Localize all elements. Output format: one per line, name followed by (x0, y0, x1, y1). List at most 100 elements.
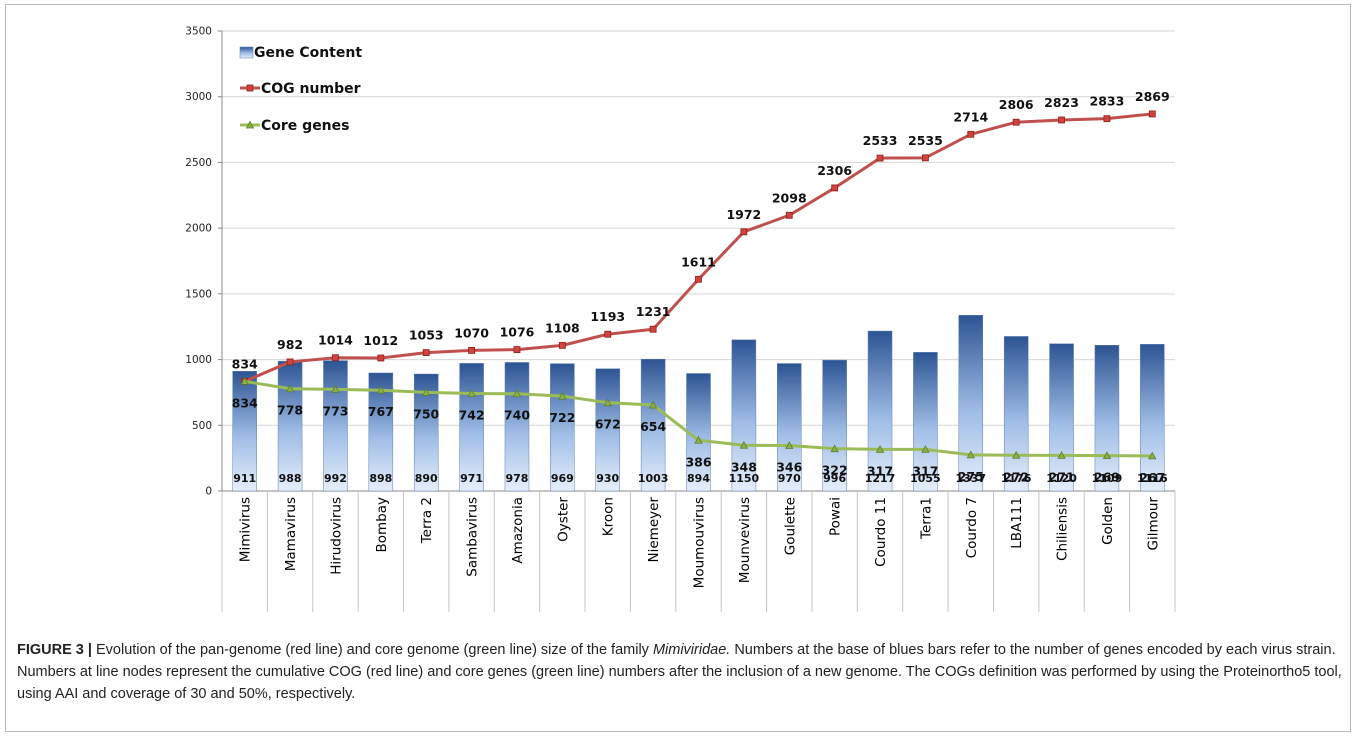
cog-value-label: 2535 (908, 133, 943, 148)
core-value-label: 654 (640, 419, 666, 434)
y-tick-label: 0 (205, 486, 212, 498)
cog-point (1103, 115, 1111, 123)
bar-value-label: 930 (596, 472, 619, 485)
cog-value-label: 2714 (953, 109, 988, 124)
core-point (875, 444, 885, 453)
legend-cog-marker (246, 84, 254, 92)
core-value-label: 317 (912, 463, 938, 478)
bar (731, 339, 757, 492)
core-point (331, 385, 340, 393)
cog-point (831, 184, 839, 192)
bar-value-label: 971 (460, 472, 483, 485)
bar (323, 360, 348, 492)
core-value-label: 750 (413, 406, 439, 421)
core-value-label: 742 (459, 407, 485, 422)
core-point (422, 388, 431, 396)
y-tick-label: 3000 (185, 91, 212, 103)
bar-value-label: 1120 (1046, 472, 1077, 485)
bar (550, 363, 575, 492)
core-value-label: 740 (504, 408, 530, 423)
bar (232, 371, 257, 492)
core-point (1057, 451, 1066, 459)
bar-value-label: 988 (279, 472, 302, 485)
cog-point (740, 228, 748, 236)
cog-point (468, 346, 475, 354)
cog-value-label: 2533 (863, 133, 898, 148)
core-point (512, 389, 522, 398)
bar-value-label: 970 (778, 472, 801, 485)
cog-value-label: 2098 (772, 190, 807, 205)
cog-value-label: 2306 (817, 163, 852, 178)
y-tick-label: 500 (192, 420, 212, 432)
x-tick-label: Moumouvirus (692, 497, 708, 588)
legend-bar-swatch (239, 46, 254, 59)
bar (1049, 343, 1074, 492)
caption-label: FIGURE 3 | (17, 642, 92, 658)
cog-value-label: 1014 (318, 333, 353, 348)
cog-value-label: 1193 (590, 309, 625, 324)
bar (777, 363, 802, 492)
cog-value-label: 1972 (726, 207, 761, 222)
core-value-label: 322 (822, 463, 848, 478)
bar-value-label: 978 (505, 472, 528, 485)
core-point (921, 444, 930, 453)
x-tick-label: Mimivirus (238, 497, 254, 562)
core-value-label: 348 (731, 459, 757, 474)
bar (867, 330, 893, 492)
core-point (240, 377, 249, 385)
bar (822, 359, 847, 492)
bar (1094, 344, 1120, 492)
core-point (376, 385, 386, 394)
y-tick-label: 2500 (185, 157, 212, 169)
core-point (285, 384, 295, 393)
x-tick-label: Amazonia (510, 497, 526, 564)
cog-point (1012, 118, 1020, 126)
core-value-label: 386 (685, 454, 711, 469)
core-point (1148, 451, 1157, 460)
figure-frame (5, 4, 1351, 732)
bar (277, 360, 303, 492)
core-value-label: 767 (368, 404, 394, 419)
core-point (785, 441, 794, 449)
caption-text-1: Evolution of the pan-genome (red line) a… (91, 642, 653, 658)
cog-point (876, 154, 884, 162)
y-tick-label: 3500 (185, 26, 212, 38)
x-tick-label: Kroon (601, 497, 617, 536)
y-tick-label: 1500 (185, 288, 212, 300)
core-value-label: 272 (1003, 469, 1029, 484)
bar (640, 358, 666, 492)
legend-cog-label: COG number (261, 81, 361, 97)
x-tick-label: Gilmour (1145, 497, 1161, 551)
cog-point (967, 130, 975, 138)
cog-value-label: 1231 (636, 304, 671, 319)
bar-value-label: 1055 (910, 472, 941, 485)
bar-value-label: 1217 (865, 472, 896, 485)
bar-value-label: 996 (823, 472, 846, 485)
core-value-label: 317 (867, 463, 893, 478)
bar-value-label: 894 (687, 472, 710, 485)
x-tick-label: Golden (1100, 497, 1116, 545)
cog-point (604, 330, 612, 338)
chart: 0 500 1000 1500 2000 2500 3000 3500 Mimivirus Mam… (185, 26, 1176, 612)
bar (1003, 336, 1029, 492)
cog-point (377, 354, 385, 362)
x-tick-label: Sambavirus (465, 497, 481, 577)
core-point (694, 435, 703, 444)
core-point (1011, 450, 1021, 459)
gridlines (222, 30, 1175, 426)
core-point (648, 400, 658, 409)
x-tick-label: Mamavirus (283, 497, 299, 571)
legend-core-label: Core genes (261, 118, 349, 134)
x-tick-label: Hirudovirus (328, 497, 344, 575)
bar-value-label: 1176 (1001, 472, 1032, 485)
bar-value-label: 1003 (638, 472, 669, 485)
core-point (467, 389, 476, 397)
bar-value-label: 898 (369, 472, 392, 485)
lines (240, 110, 1157, 460)
cog-value-label: 1070 (454, 325, 489, 340)
bar-value-label: 1337 (955, 472, 986, 485)
x-tick-label: Powai (828, 497, 844, 536)
cog-value-label: 1076 (500, 325, 535, 340)
cog-value-label: 1012 (363, 333, 398, 348)
bar-value-label: 992 (324, 472, 347, 485)
